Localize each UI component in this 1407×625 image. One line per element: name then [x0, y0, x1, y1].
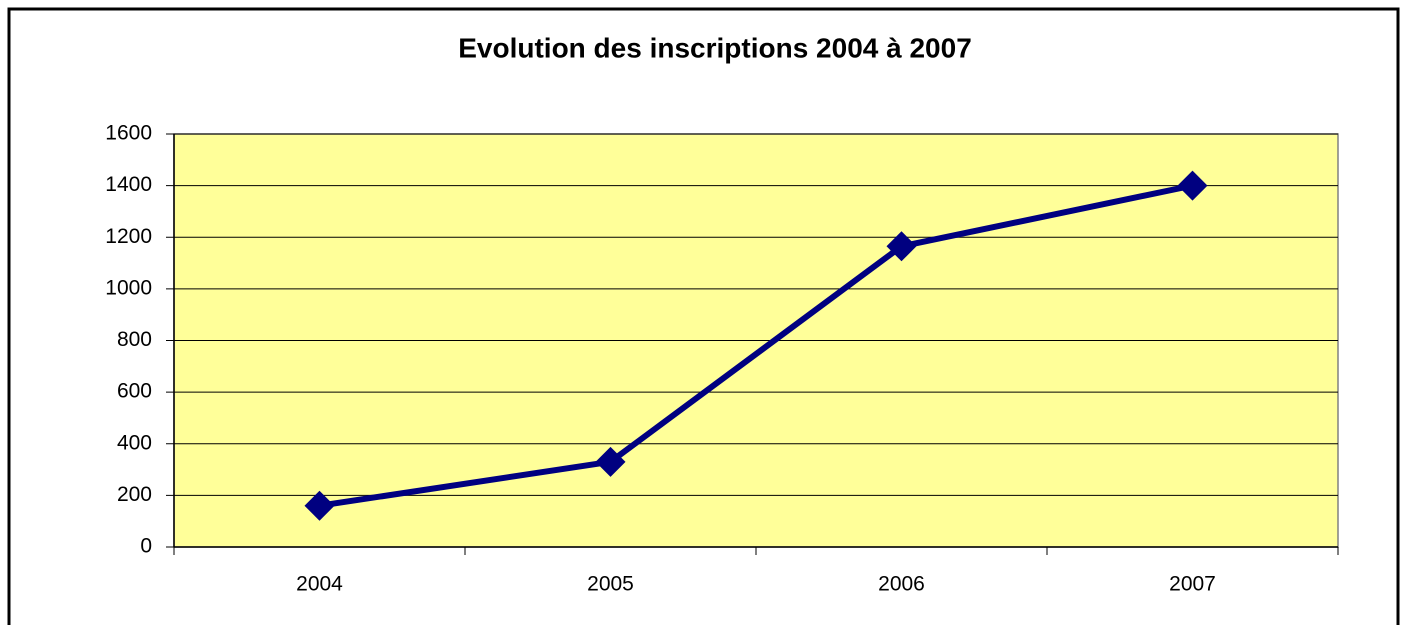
- y-tick-label: 0: [140, 535, 152, 558]
- y-tick-label: 1600: [105, 122, 152, 145]
- chart-title: Evolution des inscriptions 2004 à 2007: [458, 32, 972, 63]
- data-point: [886, 231, 917, 262]
- y-tick-label: 400: [117, 431, 152, 454]
- data-point: [595, 446, 626, 477]
- x-tick-label: 2007: [1169, 573, 1216, 596]
- y-tick-label: 600: [117, 380, 152, 403]
- y-tick-label: 1200: [105, 225, 152, 248]
- chart-frame: [7, 7, 1400, 625]
- data-point: [304, 490, 335, 521]
- y-tick-label: 1400: [105, 173, 152, 196]
- x-tick-label: 2005: [587, 573, 634, 596]
- data-point: [1177, 170, 1208, 201]
- y-tick-label: 200: [117, 483, 152, 506]
- x-tick-label: 2004: [296, 573, 343, 596]
- x-tick-label: 2006: [878, 573, 925, 596]
- series-line: [319, 182, 1194, 509]
- y-tick-label: 800: [117, 328, 152, 351]
- y-tick-label: 1000: [105, 276, 152, 299]
